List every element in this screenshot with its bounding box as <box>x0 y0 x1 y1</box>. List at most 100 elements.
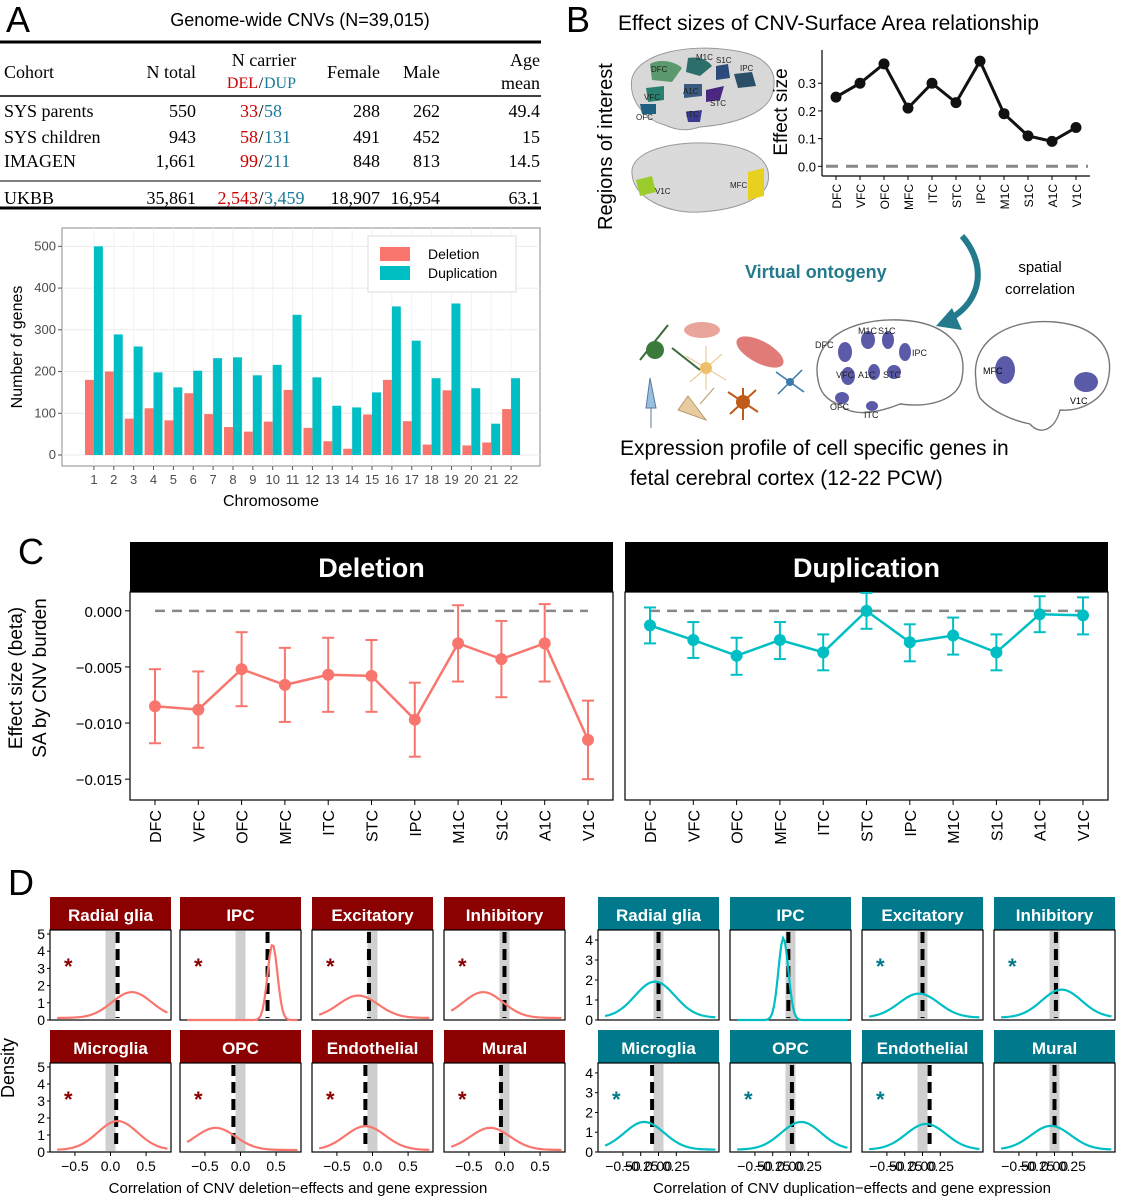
table-cell-slash: / <box>258 151 263 171</box>
panel-label-d: D <box>8 862 34 903</box>
fetal-lateral-outline <box>816 319 964 414</box>
d-strip <box>598 1030 719 1063</box>
effect-point-s1c <box>1022 130 1034 142</box>
bar-deletion-chr6 <box>184 393 194 455</box>
bar-ytick-label: 0 <box>49 447 56 462</box>
d-xtick-label: −0.50 <box>737 1158 773 1174</box>
d-strip-label: Radial glia <box>616 906 702 925</box>
table-cell-slash: / <box>258 101 263 121</box>
bar-deletion-chr16 <box>382 379 392 455</box>
d-density-curve <box>57 991 168 1020</box>
table-cell-female: 288 <box>353 101 380 121</box>
c-ylabel-2: SA by CNV burden <box>30 598 51 757</box>
th-age: Age <box>510 50 540 70</box>
d-strip-label: OPC <box>772 1039 809 1058</box>
region-s1c <box>716 64 730 80</box>
d-ytick-label: 1 <box>37 995 45 1011</box>
d-facet-deletion-mural: Mural * −0.5 0.0 0.5 <box>443 1030 566 1174</box>
effect-point-stc <box>950 97 962 109</box>
table-cell-age: 63.1 <box>509 188 541 208</box>
bar-deletion-chr13 <box>323 441 333 455</box>
c-point-deletion-a1c <box>538 637 551 650</box>
d-strip <box>994 1030 1115 1063</box>
d-ytick-label: 4 <box>585 1065 593 1081</box>
effect-ytick-label: 0.1 <box>798 132 816 147</box>
roi-label: Regions of interest <box>595 63 617 230</box>
c-xtick-label: STC <box>365 810 382 842</box>
lbl-a1c: A1C <box>683 87 699 96</box>
c-point-deletion-s1c <box>495 653 508 666</box>
bar-deletion-chr10 <box>263 421 273 455</box>
d-strip <box>444 897 565 930</box>
bar-deletion-chr17 <box>402 421 412 455</box>
effect-point-itc <box>926 77 938 89</box>
table-cell-n-total: 943 <box>169 127 196 147</box>
th-slash: / <box>259 75 264 92</box>
bar-duplication-chr6 <box>193 370 203 455</box>
c-point-deletion-m1c <box>452 637 465 650</box>
region-itc <box>686 110 702 122</box>
bar-duplication-chr22 <box>511 378 521 455</box>
d-strip-label: Endothelial <box>877 1039 969 1058</box>
table-cell-dup: 211 <box>264 151 290 171</box>
c-point-duplication-stc <box>860 604 873 617</box>
bar-duplication-chr4 <box>153 372 163 455</box>
d-strip-label: Endothelial <box>327 1039 419 1058</box>
fetal-lateral-regions <box>835 331 911 411</box>
th-dup: DUP <box>264 75 296 92</box>
bar-xtick-label: 8 <box>229 472 236 487</box>
bar-deletion-chr18 <box>422 444 432 455</box>
c-xtick-label: DFC <box>148 810 165 843</box>
c-point-duplication-ofc <box>730 649 743 662</box>
lbl-stc: STC <box>710 99 726 108</box>
d-xtick-label: −0.25 <box>1019 1158 1055 1174</box>
medial-region-labels: V1C MFC <box>655 181 748 196</box>
c-strip-duplication <box>625 542 1108 592</box>
effect-ylabel: Effect size <box>771 68 792 155</box>
c-point-duplication-v1c <box>1077 609 1089 622</box>
c-ytick-label: −0.015 <box>76 772 122 789</box>
d-xtick-label: 0.25 <box>1059 1158 1086 1174</box>
bar-ytick-label: 300 <box>34 322 56 337</box>
d-ytick-label: 5 <box>37 1059 45 1075</box>
brain-lateral-view: DFC M1C S1C IPC VFC A1C STC OFC ITC <box>630 47 775 131</box>
bar-deletion-chr20 <box>462 445 472 455</box>
brain-medial-shape <box>631 142 770 213</box>
bar-deletion-chr1 <box>84 379 94 455</box>
d-ytick-label: 4 <box>37 943 45 959</box>
c-point-deletion-vfc <box>192 703 205 716</box>
c-xtick-label: IPC <box>408 810 425 837</box>
effect-point-v1c <box>1070 122 1082 134</box>
d-ytick-label: 3 <box>37 960 45 976</box>
d-significance-asterisk: * <box>744 1087 753 1112</box>
panel-label-b: B <box>566 0 590 40</box>
fetal-lbl-v1c: V1C <box>1070 396 1088 406</box>
expression-line-1: Expression profile of cell specific gene… <box>620 437 1009 460</box>
table-title: Genome-wide CNVs (N=39,015) <box>170 10 430 30</box>
d-ytick-label: 1 <box>37 1127 45 1143</box>
d-density-curve <box>868 992 980 1019</box>
d-strip <box>312 1030 433 1063</box>
bar-xtick-label: 20 <box>464 472 478 487</box>
d-ytick-label: 0 <box>585 1012 593 1028</box>
c-point-duplication-dfc <box>644 619 656 632</box>
table-cell-cohort: SYS children <box>4 127 101 147</box>
d-strip <box>50 897 171 930</box>
lbl-v1c: V1C <box>655 187 671 196</box>
table-cell-n-total: 35,861 <box>147 188 197 208</box>
bar-deletion-chr19 <box>442 390 452 455</box>
c-point-deletion-stc <box>365 669 378 682</box>
d-significance-asterisk: * <box>194 954 203 979</box>
bar-duplication-chr11 <box>292 314 302 455</box>
d-xlabel-duplication: Correlation of CNV duplication−effects a… <box>653 1180 1051 1197</box>
table-cell-dup: 58 <box>264 101 282 121</box>
d-density-curve <box>737 935 848 1022</box>
effect-xtick-label: S1C <box>1022 184 1036 208</box>
d-strip <box>862 897 983 930</box>
bar-duplication-chr15 <box>372 392 381 455</box>
bar-xtick-label: 18 <box>424 472 438 487</box>
d-strip-label: Radial glia <box>68 906 154 925</box>
table-cell-female: 491 <box>353 127 380 147</box>
bar-xtick-label: 5 <box>170 472 177 487</box>
